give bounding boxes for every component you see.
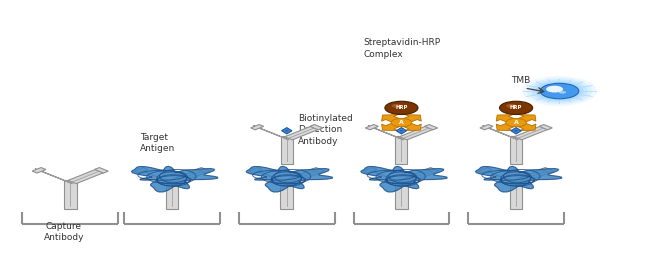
Polygon shape <box>514 169 551 184</box>
Circle shape <box>546 86 563 93</box>
Circle shape <box>526 78 592 104</box>
Text: HRP: HRP <box>510 105 523 110</box>
Polygon shape <box>285 126 320 140</box>
FancyArrow shape <box>512 115 536 124</box>
Polygon shape <box>131 166 218 192</box>
Polygon shape <box>281 128 292 134</box>
FancyArrow shape <box>512 121 536 131</box>
Circle shape <box>506 104 516 108</box>
Polygon shape <box>366 169 404 184</box>
Polygon shape <box>540 125 552 130</box>
Polygon shape <box>35 169 72 184</box>
Polygon shape <box>426 167 439 173</box>
Polygon shape <box>32 167 46 173</box>
Polygon shape <box>399 126 435 140</box>
Polygon shape <box>246 166 332 192</box>
Polygon shape <box>540 167 554 173</box>
Circle shape <box>559 91 566 94</box>
Polygon shape <box>361 166 447 192</box>
Polygon shape <box>363 167 377 173</box>
Circle shape <box>391 104 402 108</box>
Text: Streptavidin-HRP
Complex: Streptavidin-HRP Complex <box>363 38 440 58</box>
Polygon shape <box>310 125 323 130</box>
Bar <box>395 180 408 209</box>
Polygon shape <box>251 125 264 130</box>
Polygon shape <box>424 125 437 130</box>
Circle shape <box>522 76 597 106</box>
Bar <box>510 180 523 209</box>
Polygon shape <box>482 126 518 140</box>
FancyArrow shape <box>397 115 421 124</box>
Bar <box>395 136 408 164</box>
Bar <box>166 180 179 209</box>
Polygon shape <box>311 167 325 173</box>
Polygon shape <box>511 128 521 134</box>
Polygon shape <box>365 125 378 130</box>
Circle shape <box>500 101 532 114</box>
Text: A: A <box>514 120 519 125</box>
Bar <box>64 180 77 209</box>
Circle shape <box>506 119 526 127</box>
Bar <box>281 136 293 164</box>
Polygon shape <box>94 167 109 173</box>
FancyArrow shape <box>496 115 520 124</box>
Circle shape <box>531 80 588 102</box>
Polygon shape <box>481 169 518 184</box>
Text: Biotinylated
Detection
Antibody: Biotinylated Detection Antibody <box>298 114 353 146</box>
Polygon shape <box>249 167 263 173</box>
FancyArrow shape <box>397 121 421 131</box>
Polygon shape <box>475 166 562 192</box>
Text: Target
Antigen: Target Antigen <box>140 133 176 153</box>
Polygon shape <box>368 126 404 140</box>
Text: Capture
Antibody: Capture Antibody <box>44 222 84 242</box>
Polygon shape <box>170 169 207 184</box>
Polygon shape <box>480 125 493 130</box>
Circle shape <box>400 130 403 132</box>
Circle shape <box>535 81 584 101</box>
Polygon shape <box>252 169 289 184</box>
Circle shape <box>514 130 518 132</box>
Polygon shape <box>196 167 210 173</box>
FancyArrow shape <box>496 121 520 131</box>
Circle shape <box>385 101 418 114</box>
Text: A: A <box>399 120 404 125</box>
Polygon shape <box>399 169 437 184</box>
Polygon shape <box>478 167 492 173</box>
FancyArrow shape <box>382 115 406 124</box>
Polygon shape <box>254 126 289 140</box>
Polygon shape <box>396 128 406 134</box>
Circle shape <box>540 83 578 99</box>
Text: TMB: TMB <box>512 76 531 86</box>
Polygon shape <box>68 169 105 184</box>
Polygon shape <box>137 169 174 184</box>
Polygon shape <box>134 167 148 173</box>
Polygon shape <box>285 169 322 184</box>
FancyArrow shape <box>382 121 406 131</box>
Text: HRP: HRP <box>395 105 408 110</box>
Circle shape <box>391 119 411 127</box>
Circle shape <box>285 130 289 132</box>
Bar <box>510 136 522 164</box>
Polygon shape <box>514 126 550 140</box>
Bar <box>280 180 293 209</box>
